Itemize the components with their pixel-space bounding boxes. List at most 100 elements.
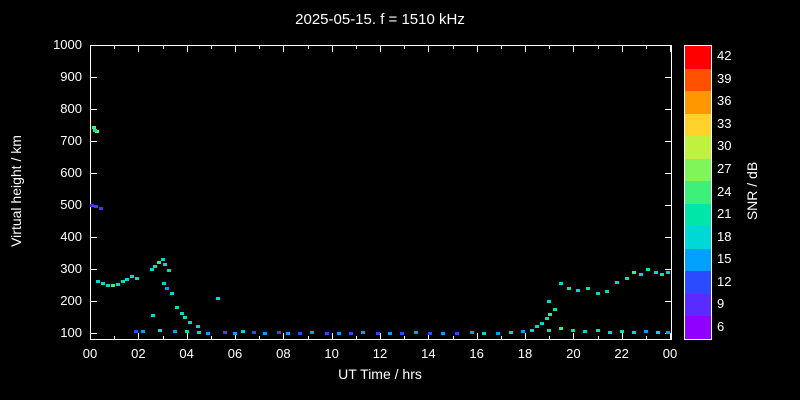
x-tick-mark xyxy=(283,333,285,339)
data-point xyxy=(158,328,163,332)
data-point xyxy=(455,332,460,336)
colorbar-segment xyxy=(685,271,711,295)
data-point xyxy=(310,331,315,335)
data-point xyxy=(387,331,392,335)
y-tick-mark xyxy=(665,141,671,143)
x-tick-mark xyxy=(138,333,140,339)
data-point xyxy=(539,322,544,326)
y-tick-mark xyxy=(91,109,97,111)
colorbar-tick-label: 30 xyxy=(717,138,732,154)
y-tick-label: 500 xyxy=(60,197,82,213)
data-point xyxy=(166,269,171,273)
colorbar-segment xyxy=(685,316,711,340)
x-tick-mark xyxy=(525,46,526,52)
x-minor-tick-mark xyxy=(259,336,261,339)
data-point xyxy=(530,328,535,332)
data-point xyxy=(94,205,99,209)
data-point xyxy=(399,332,404,336)
x-tick-mark xyxy=(670,46,671,52)
data-point xyxy=(206,331,211,335)
x-minor-tick-mark xyxy=(404,46,406,49)
data-point xyxy=(427,332,432,336)
x-minor-tick-mark xyxy=(645,46,647,49)
x-minor-tick-mark xyxy=(355,336,357,339)
data-point xyxy=(156,261,161,265)
x-tick-mark xyxy=(476,46,478,52)
data-point xyxy=(110,283,115,287)
data-point xyxy=(571,328,576,332)
x-tick-mark xyxy=(331,333,333,339)
x-tick-label: 06 xyxy=(227,346,243,361)
colorbar-segment xyxy=(685,68,711,92)
colorbar-tick-label: 33 xyxy=(717,115,732,131)
x-tick-label: 00 xyxy=(82,346,98,361)
y-tick-mark xyxy=(665,109,671,111)
y-tick-label: 900 xyxy=(60,69,82,85)
x-tick-label: 20 xyxy=(566,346,581,361)
y-tick-mark xyxy=(665,269,671,271)
data-point xyxy=(547,299,552,303)
data-point xyxy=(133,330,138,334)
data-point xyxy=(508,330,513,334)
x-minor-tick-mark xyxy=(355,46,357,49)
data-point xyxy=(120,280,125,284)
data-point xyxy=(170,291,175,295)
data-point xyxy=(547,328,552,332)
data-point xyxy=(162,263,167,267)
colorbar-tick-label: 6 xyxy=(717,318,725,334)
colorbar-segment xyxy=(685,181,711,205)
y-tick-label: 100 xyxy=(60,325,82,341)
x-tick-mark xyxy=(380,333,381,339)
colorbar-tick-label: 42 xyxy=(717,48,732,64)
data-point xyxy=(95,130,100,134)
x-minor-tick-mark xyxy=(210,46,212,49)
x-tick-mark xyxy=(235,333,236,339)
data-point xyxy=(216,296,221,300)
x-minor-tick-mark xyxy=(307,46,309,49)
data-point xyxy=(276,330,281,334)
x-minor-tick-mark xyxy=(162,336,164,339)
data-point xyxy=(106,284,111,288)
data-point xyxy=(241,329,246,333)
colorbar-tick-label: 24 xyxy=(717,183,732,199)
x-tick-mark xyxy=(573,333,575,339)
data-point xyxy=(263,332,268,336)
data-point xyxy=(614,280,619,284)
x-minor-tick-mark xyxy=(404,336,406,339)
chart-title: 2025-05-15. f = 1510 kHz xyxy=(295,11,465,28)
data-point xyxy=(653,271,658,275)
data-point xyxy=(375,332,380,336)
y-tick-mark xyxy=(665,205,671,207)
colorbar-tick-label: 12 xyxy=(717,273,732,289)
data-point xyxy=(91,125,96,129)
y-tick-mark xyxy=(91,77,97,79)
data-point xyxy=(559,282,564,286)
data-point xyxy=(92,128,97,132)
data-point xyxy=(440,331,445,335)
x-tick-label: 18 xyxy=(517,346,533,361)
data-point xyxy=(101,282,106,286)
data-point xyxy=(595,291,600,295)
x-minor-tick-mark xyxy=(597,336,599,339)
x-tick-mark xyxy=(621,333,623,339)
data-point xyxy=(665,271,670,275)
data-point xyxy=(655,330,660,334)
data-point xyxy=(496,331,501,335)
y-tick-mark xyxy=(91,237,97,239)
data-point xyxy=(172,330,177,334)
colorbar-tick-label: 9 xyxy=(717,296,725,312)
data-point xyxy=(149,268,154,272)
data-point xyxy=(184,329,189,333)
data-point xyxy=(643,329,648,333)
data-point xyxy=(646,267,651,271)
colorbar-tick-label: 15 xyxy=(717,251,732,267)
data-point xyxy=(607,330,612,334)
x-tick-mark xyxy=(283,46,285,52)
x-tick-label: 12 xyxy=(372,346,388,361)
data-point xyxy=(414,331,419,335)
x-tick-mark xyxy=(331,46,333,52)
data-point xyxy=(336,331,341,335)
x-tick-mark xyxy=(670,333,671,339)
colorbar-segment xyxy=(685,136,711,160)
